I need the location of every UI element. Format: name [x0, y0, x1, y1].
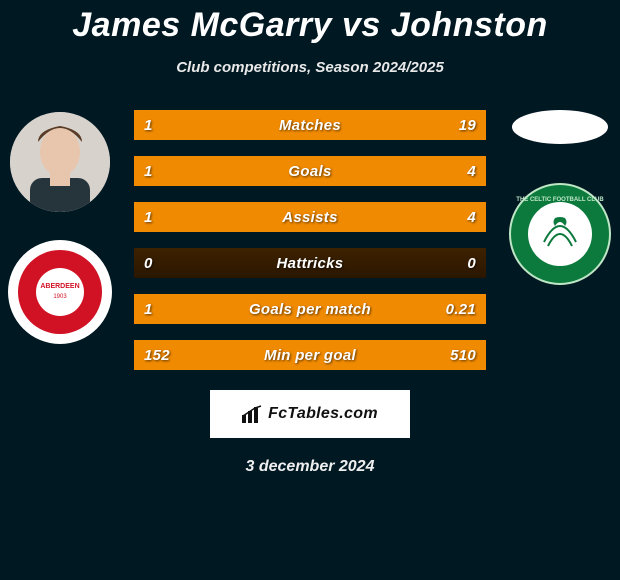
stat-label: Matches — [134, 110, 486, 140]
stat-label: Goals per match — [134, 294, 486, 324]
stat-label: Assists — [134, 202, 486, 232]
stat-row: 152510Min per goal — [134, 340, 486, 370]
comparison-title: James McGarry vs Johnston — [0, 0, 620, 45]
right-club-badge: THE CELTIC FOOTBALL CLUB — [508, 182, 612, 286]
brand-label: FcTables.com — [268, 405, 378, 423]
stat-row: 14Assists — [134, 202, 486, 232]
comparison-stage: ABERDEEN 1903 — [0, 94, 620, 524]
stat-label: Min per goal — [134, 340, 486, 370]
right-player-column: THE CELTIC FOOTBALL CLUB — [500, 94, 620, 286]
comparison-subtitle: Club competitions, Season 2024/2025 — [0, 59, 620, 76]
stat-row: 14Goals — [134, 156, 486, 186]
stat-row: 00Hattricks — [134, 248, 486, 278]
stat-label: Goals — [134, 156, 486, 186]
brand-badge: FcTables.com — [210, 390, 410, 438]
svg-text:ABERDEEN: ABERDEEN — [40, 283, 79, 290]
stat-row: 119Matches — [134, 110, 486, 140]
svg-text:1903: 1903 — [53, 294, 67, 300]
left-club-badge: ABERDEEN 1903 — [8, 240, 112, 344]
stat-bars: 119Matches 14Goals 14Assists 00Hattricks 10.… — [134, 110, 486, 386]
left-player-column: ABERDEEN 1903 — [0, 94, 120, 344]
right-player-photo-blank — [512, 110, 608, 144]
left-player-photo — [10, 112, 110, 212]
svg-text:THE CELTIC FOOTBALL CLUB: THE CELTIC FOOTBALL CLUB — [516, 197, 604, 203]
snapshot-date: 3 december 2024 — [0, 458, 620, 476]
stat-row: 10.21Goals per match — [134, 294, 486, 324]
stat-label: Hattricks — [134, 248, 486, 278]
